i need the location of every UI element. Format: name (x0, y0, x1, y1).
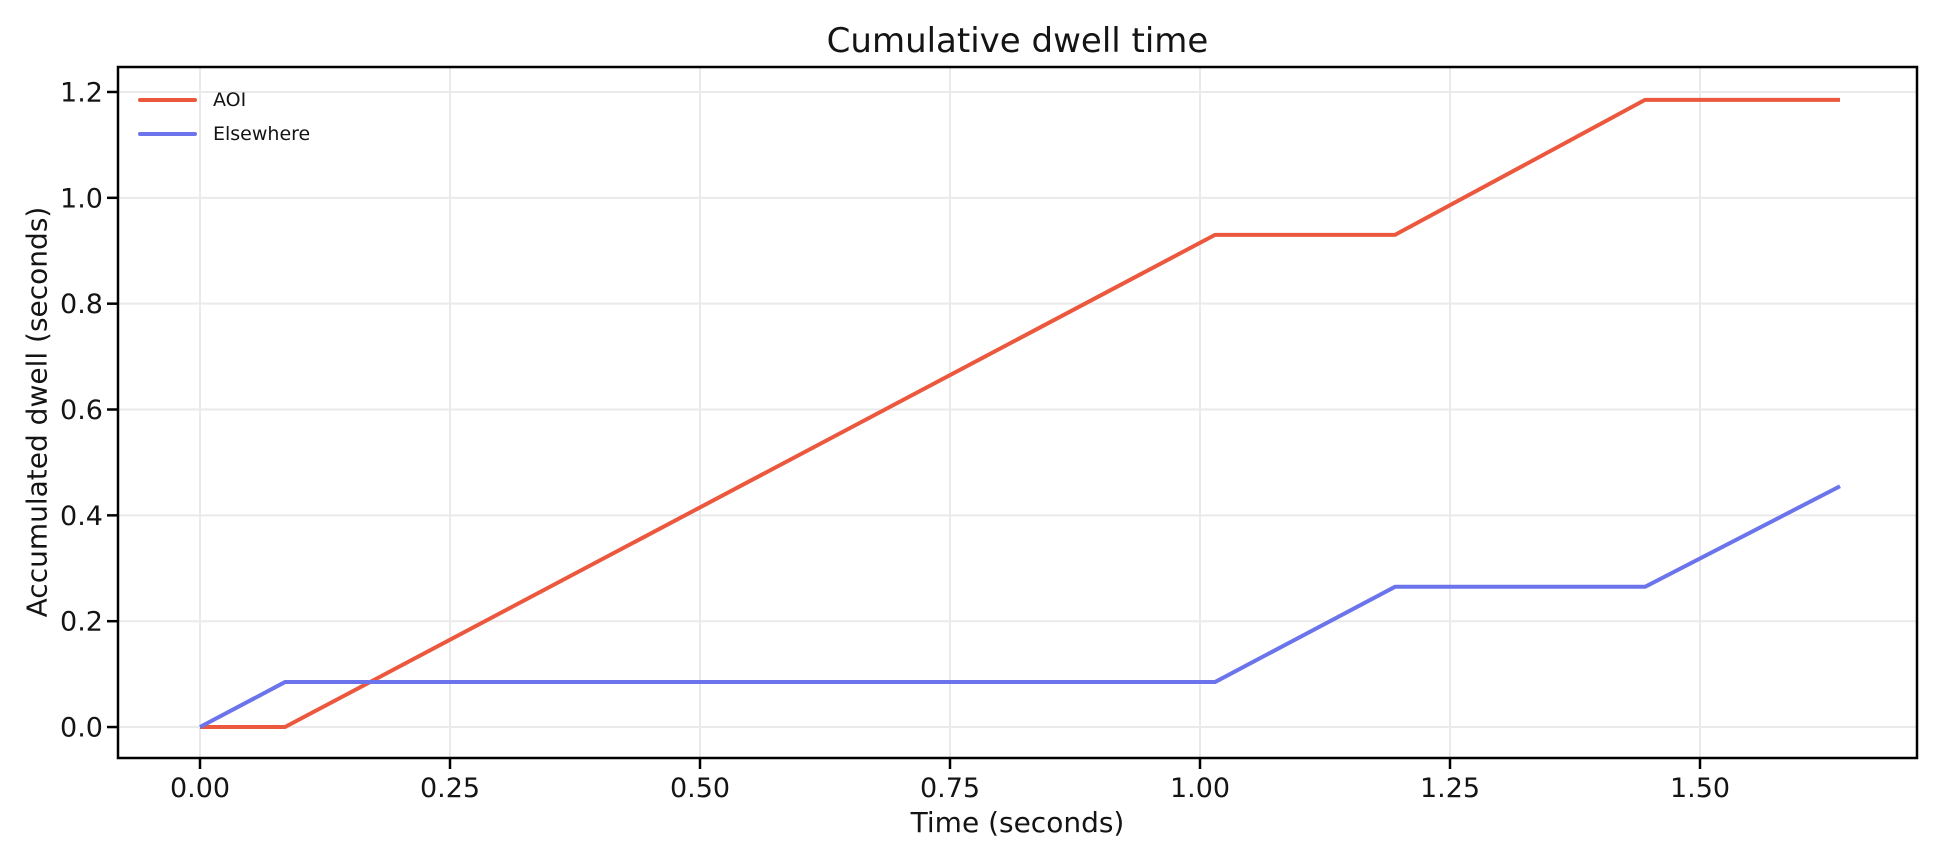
y-tick-label: 0.6 (60, 395, 103, 426)
x-tick-label: 0.75 (920, 773, 980, 804)
legend-label-aoi: AOI (213, 89, 247, 111)
y-tick-label: 0.8 (60, 289, 103, 320)
legend: AOI Elsewhere (138, 83, 310, 151)
x-tick-label: 1.00 (1170, 773, 1230, 804)
x-axis-label: Time (seconds) (910, 806, 1125, 839)
x-tick-label: 1.25 (1420, 773, 1480, 804)
y-axis-label: Accumulated dwell (seconds) (20, 206, 54, 618)
y-tick-label: 0.4 (60, 501, 103, 532)
y-tick-label: 1.0 (60, 183, 103, 214)
x-tick-label: 0.50 (670, 773, 730, 804)
x-tick-label: 0.00 (170, 773, 230, 804)
y-tick-label: 1.2 (60, 77, 103, 108)
plot-border (116, 65, 1919, 760)
legend-swatch-aoi (138, 98, 197, 102)
series-line-aoi (200, 97, 1840, 730)
y-tick-label: 0.0 (60, 713, 103, 744)
legend-item-aoi: AOI (138, 83, 310, 117)
series-line-elsewhere (199, 484, 1841, 729)
chart-title: Cumulative dwell time (826, 21, 1209, 61)
legend-swatch-elsewhere (138, 132, 197, 136)
legend-label-elsewhere: Elsewhere (213, 123, 311, 145)
legend-item-elsewhere: Elsewhere (138, 117, 310, 151)
x-tick-label: 1.50 (1670, 773, 1730, 804)
y-tick-label: 0.2 (60, 607, 103, 638)
x-tick-label: 0.25 (420, 773, 480, 804)
